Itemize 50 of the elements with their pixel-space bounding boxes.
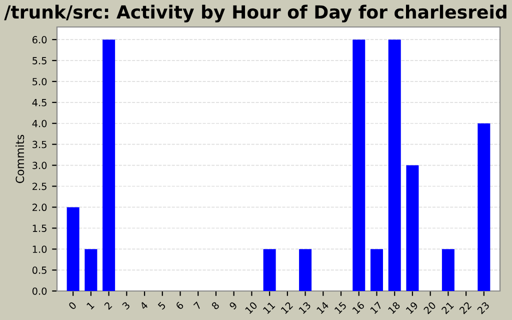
bar (478, 123, 490, 291)
y-tick-label: 2.5 (32, 182, 46, 190)
x-tick-label: 9 (228, 301, 238, 310)
x-tick-label: 6 (175, 301, 184, 310)
x-tick-label: 23 (476, 301, 490, 314)
x-tick-label: 21 (441, 301, 454, 314)
x-tick-label: 1 (86, 302, 94, 310)
x-tick-label: 7 (193, 302, 202, 310)
y-tick-label: 4.5 (32, 99, 46, 106)
x-tick-label: 5 (158, 302, 166, 310)
x-tick-label: 22 (458, 302, 472, 314)
y-tick-label: 6.0 (32, 36, 47, 44)
bar (388, 40, 401, 291)
x-tick-label: 4 (140, 301, 148, 310)
bar (84, 249, 98, 291)
y-tick-label: 4.0 (32, 120, 47, 128)
bar (370, 249, 383, 291)
x-tick-label: 15 (334, 302, 347, 314)
bar (352, 40, 366, 291)
x-tick-label: 13 (298, 301, 312, 314)
y-tick-label: 3.0 (32, 162, 47, 170)
x-tick-label: 2 (104, 302, 112, 310)
y-tick-label: 1.5 (32, 224, 46, 232)
x-tick-label: 16 (352, 301, 365, 314)
x-tick-label: 20 (423, 301, 436, 314)
y-tick-label: 5.0 (32, 78, 47, 86)
y-tick-label: 5.5 (32, 57, 46, 64)
x-tick-label: 8 (211, 301, 220, 310)
bar (263, 249, 276, 291)
bar (102, 40, 116, 291)
y-tick-label: 0.0 (32, 287, 47, 295)
x-tick-label: 11 (262, 302, 276, 314)
x-tick-label: 17 (370, 302, 382, 314)
y-tick-label: 2.0 (32, 204, 47, 212)
bar (406, 165, 419, 291)
x-tick-label: 18 (388, 301, 401, 314)
x-tick-label: 0 (68, 301, 77, 310)
y-axis-title: Commits (16, 134, 24, 184)
chart-title: /trunk/src: Activity by Hour of Day for charlesreid (4, 4, 506, 22)
bar (299, 249, 312, 291)
x-tick-label: 12 (280, 302, 294, 314)
x-tick-label: 10 (244, 301, 258, 314)
y-tick-label: 0.5 (32, 266, 46, 274)
x-tick-label: 19 (406, 301, 418, 314)
bar (442, 249, 454, 291)
y-tick-label: 1.0 (32, 246, 47, 253)
y-tick-label: 3.5 (32, 140, 46, 148)
x-tick-label: 3 (122, 301, 130, 310)
bar (66, 207, 80, 291)
x-tick-label: 14 (316, 301, 330, 314)
